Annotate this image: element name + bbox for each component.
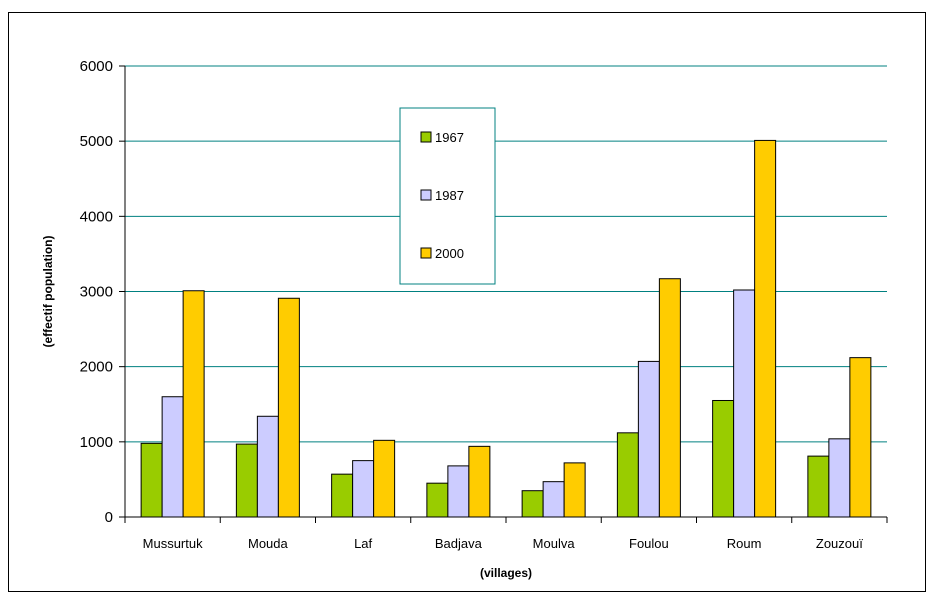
bar-1967-mouda xyxy=(235,443,258,518)
bar-1967-foulou xyxy=(616,432,639,518)
x-category-label: Moulva xyxy=(533,536,576,551)
bar-2000-mouda xyxy=(277,297,300,518)
x-category-label: Zouzouï xyxy=(816,536,863,551)
bars xyxy=(140,139,872,518)
bar-1967-moulva xyxy=(521,490,544,518)
legend-label-1987: 1987 xyxy=(435,188,464,203)
legend-swatch-2000 xyxy=(420,247,432,259)
x-axis-title: (villages) xyxy=(480,566,532,580)
bar-1967-mussurtuk xyxy=(140,442,163,518)
x-category-label: Badjava xyxy=(435,536,483,551)
bar-1987-mussurtuk xyxy=(161,396,184,518)
bar-1987-zouzouï xyxy=(828,438,851,518)
x-category-label: Foulou xyxy=(629,536,669,551)
legend-swatch-1967 xyxy=(420,131,432,143)
legend-label-2000: 2000 xyxy=(435,246,464,261)
x-category-labels: Mussurtuk Mouda Laf Badjava Moulva Foulou Roum… xyxy=(143,536,864,551)
bar-2000-roum xyxy=(754,139,777,518)
y-tick-label: 2000 xyxy=(80,359,113,376)
bar-1987-laf xyxy=(352,460,375,518)
legend-box xyxy=(399,107,496,285)
y-tick-label: 3000 xyxy=(80,284,113,301)
y-tick-label: 6000 xyxy=(80,58,113,75)
x-category-label: Mussurtuk xyxy=(143,536,203,551)
x-category-label: Laf xyxy=(354,536,372,551)
y-tick-label: 1000 xyxy=(80,434,113,451)
axes xyxy=(119,65,888,523)
x-category-label: Mouda xyxy=(248,536,289,551)
bar-2000-mussurtuk xyxy=(182,290,205,518)
y-tick-label: 0 xyxy=(105,509,113,526)
legend-label-1967: 1967 xyxy=(435,130,464,145)
x-category-label: Roum xyxy=(727,536,762,551)
y-axis-title: (effectif population) xyxy=(41,236,55,348)
bar-1967-roum xyxy=(712,399,735,518)
y-tick-label: 5000 xyxy=(80,133,113,150)
bar-1987-badjava xyxy=(447,465,470,518)
bar-1987-mouda xyxy=(256,415,279,518)
bar-1967-badjava xyxy=(426,482,449,518)
bar-1987-moulva xyxy=(542,481,565,518)
bar-2000-zouzouï xyxy=(849,357,872,518)
y-tick-labels: 0 1000 2000 3000 4000 5000 6000 xyxy=(80,58,113,526)
bar-1987-roum xyxy=(733,289,756,518)
bar-1967-laf xyxy=(331,473,354,518)
bar-1967-zouzouï xyxy=(807,455,830,518)
y-tick-label: 4000 xyxy=(80,208,113,225)
legend-swatch-1987 xyxy=(420,189,432,201)
bar-2000-foulou xyxy=(658,278,681,518)
bar-2000-moulva xyxy=(563,462,586,518)
bar-2000-laf xyxy=(373,439,396,518)
bar-2000-badjava xyxy=(468,445,491,518)
legend: 1967 1987 2000 xyxy=(399,107,496,285)
bar-1987-foulou xyxy=(637,360,660,518)
